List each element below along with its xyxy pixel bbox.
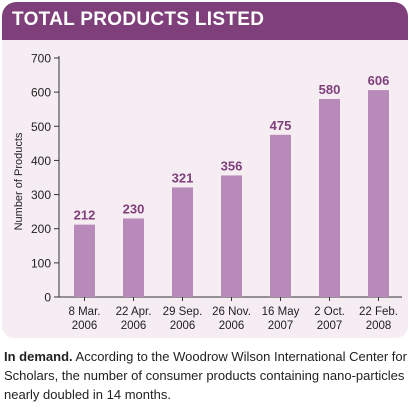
x-tick-label: 22 Feb.: [359, 306, 398, 318]
y-tick-label: 100: [31, 256, 51, 270]
x-tick-label: 2006: [170, 320, 196, 332]
x-tick-label: 2008: [366, 320, 392, 332]
x-tick-label: 2007: [317, 320, 343, 332]
x-tick-label: 2006: [121, 320, 147, 332]
x-tick-label: 16 May: [262, 306, 300, 318]
chart-panel: TOTAL PRODUCTS LISTED 0 100 200 300 400 500 60…: [2, 2, 408, 338]
bar-value-label: 580: [319, 82, 341, 97]
x-tick-label: 2006: [219, 320, 245, 332]
chart-title: TOTAL PRODUCTS LISTED: [12, 9, 265, 30]
bar-value-label: 475: [270, 118, 292, 133]
x-tick-label: 2 Oct.: [314, 306, 345, 318]
chart-caption: In demand. According to the Woodrow Wils…: [4, 347, 409, 404]
y-tick-label: 300: [31, 188, 51, 202]
y-tick-label: 400: [31, 154, 51, 168]
x-tick-label: 8 Mar.: [69, 306, 101, 318]
x-tick-label: 22 Apr.: [116, 306, 152, 318]
y-tick-label: 500: [31, 120, 51, 134]
bar-chart: 0 100 200 300 400 500 600 700 Number of Products…: [13, 52, 402, 332]
x-tick-label: 2007: [268, 320, 294, 332]
bar: [368, 90, 389, 297]
y-tick-label: 700: [31, 52, 51, 66]
bar: [319, 98, 340, 297]
bar: [123, 218, 144, 297]
bar-value-label: 356: [221, 158, 243, 173]
bar: [270, 134, 291, 297]
bar-value-label: 212: [74, 208, 96, 223]
y-tick-label: 200: [31, 222, 51, 236]
caption-text: According to the Woodrow Wilson Internat…: [4, 349, 407, 402]
bar: [221, 175, 242, 297]
y-tick-label: 600: [31, 86, 51, 100]
bar: [172, 187, 193, 297]
y-tick-label: 0: [44, 291, 51, 305]
x-tick-label: 2006: [72, 320, 98, 332]
bar-value-label: 606: [368, 73, 390, 88]
x-tick-label: 29 Sep.: [163, 306, 203, 318]
bar: [74, 224, 95, 297]
bar-value-label: 321: [172, 170, 194, 185]
bar-value-label: 230: [123, 201, 145, 216]
y-axis-title: Number of Products: [13, 132, 25, 230]
caption-lead: In demand.: [4, 349, 73, 364]
x-tick-label: 26 Nov.: [212, 306, 251, 318]
chart-header: TOTAL PRODUCTS LISTED: [2, 2, 408, 40]
